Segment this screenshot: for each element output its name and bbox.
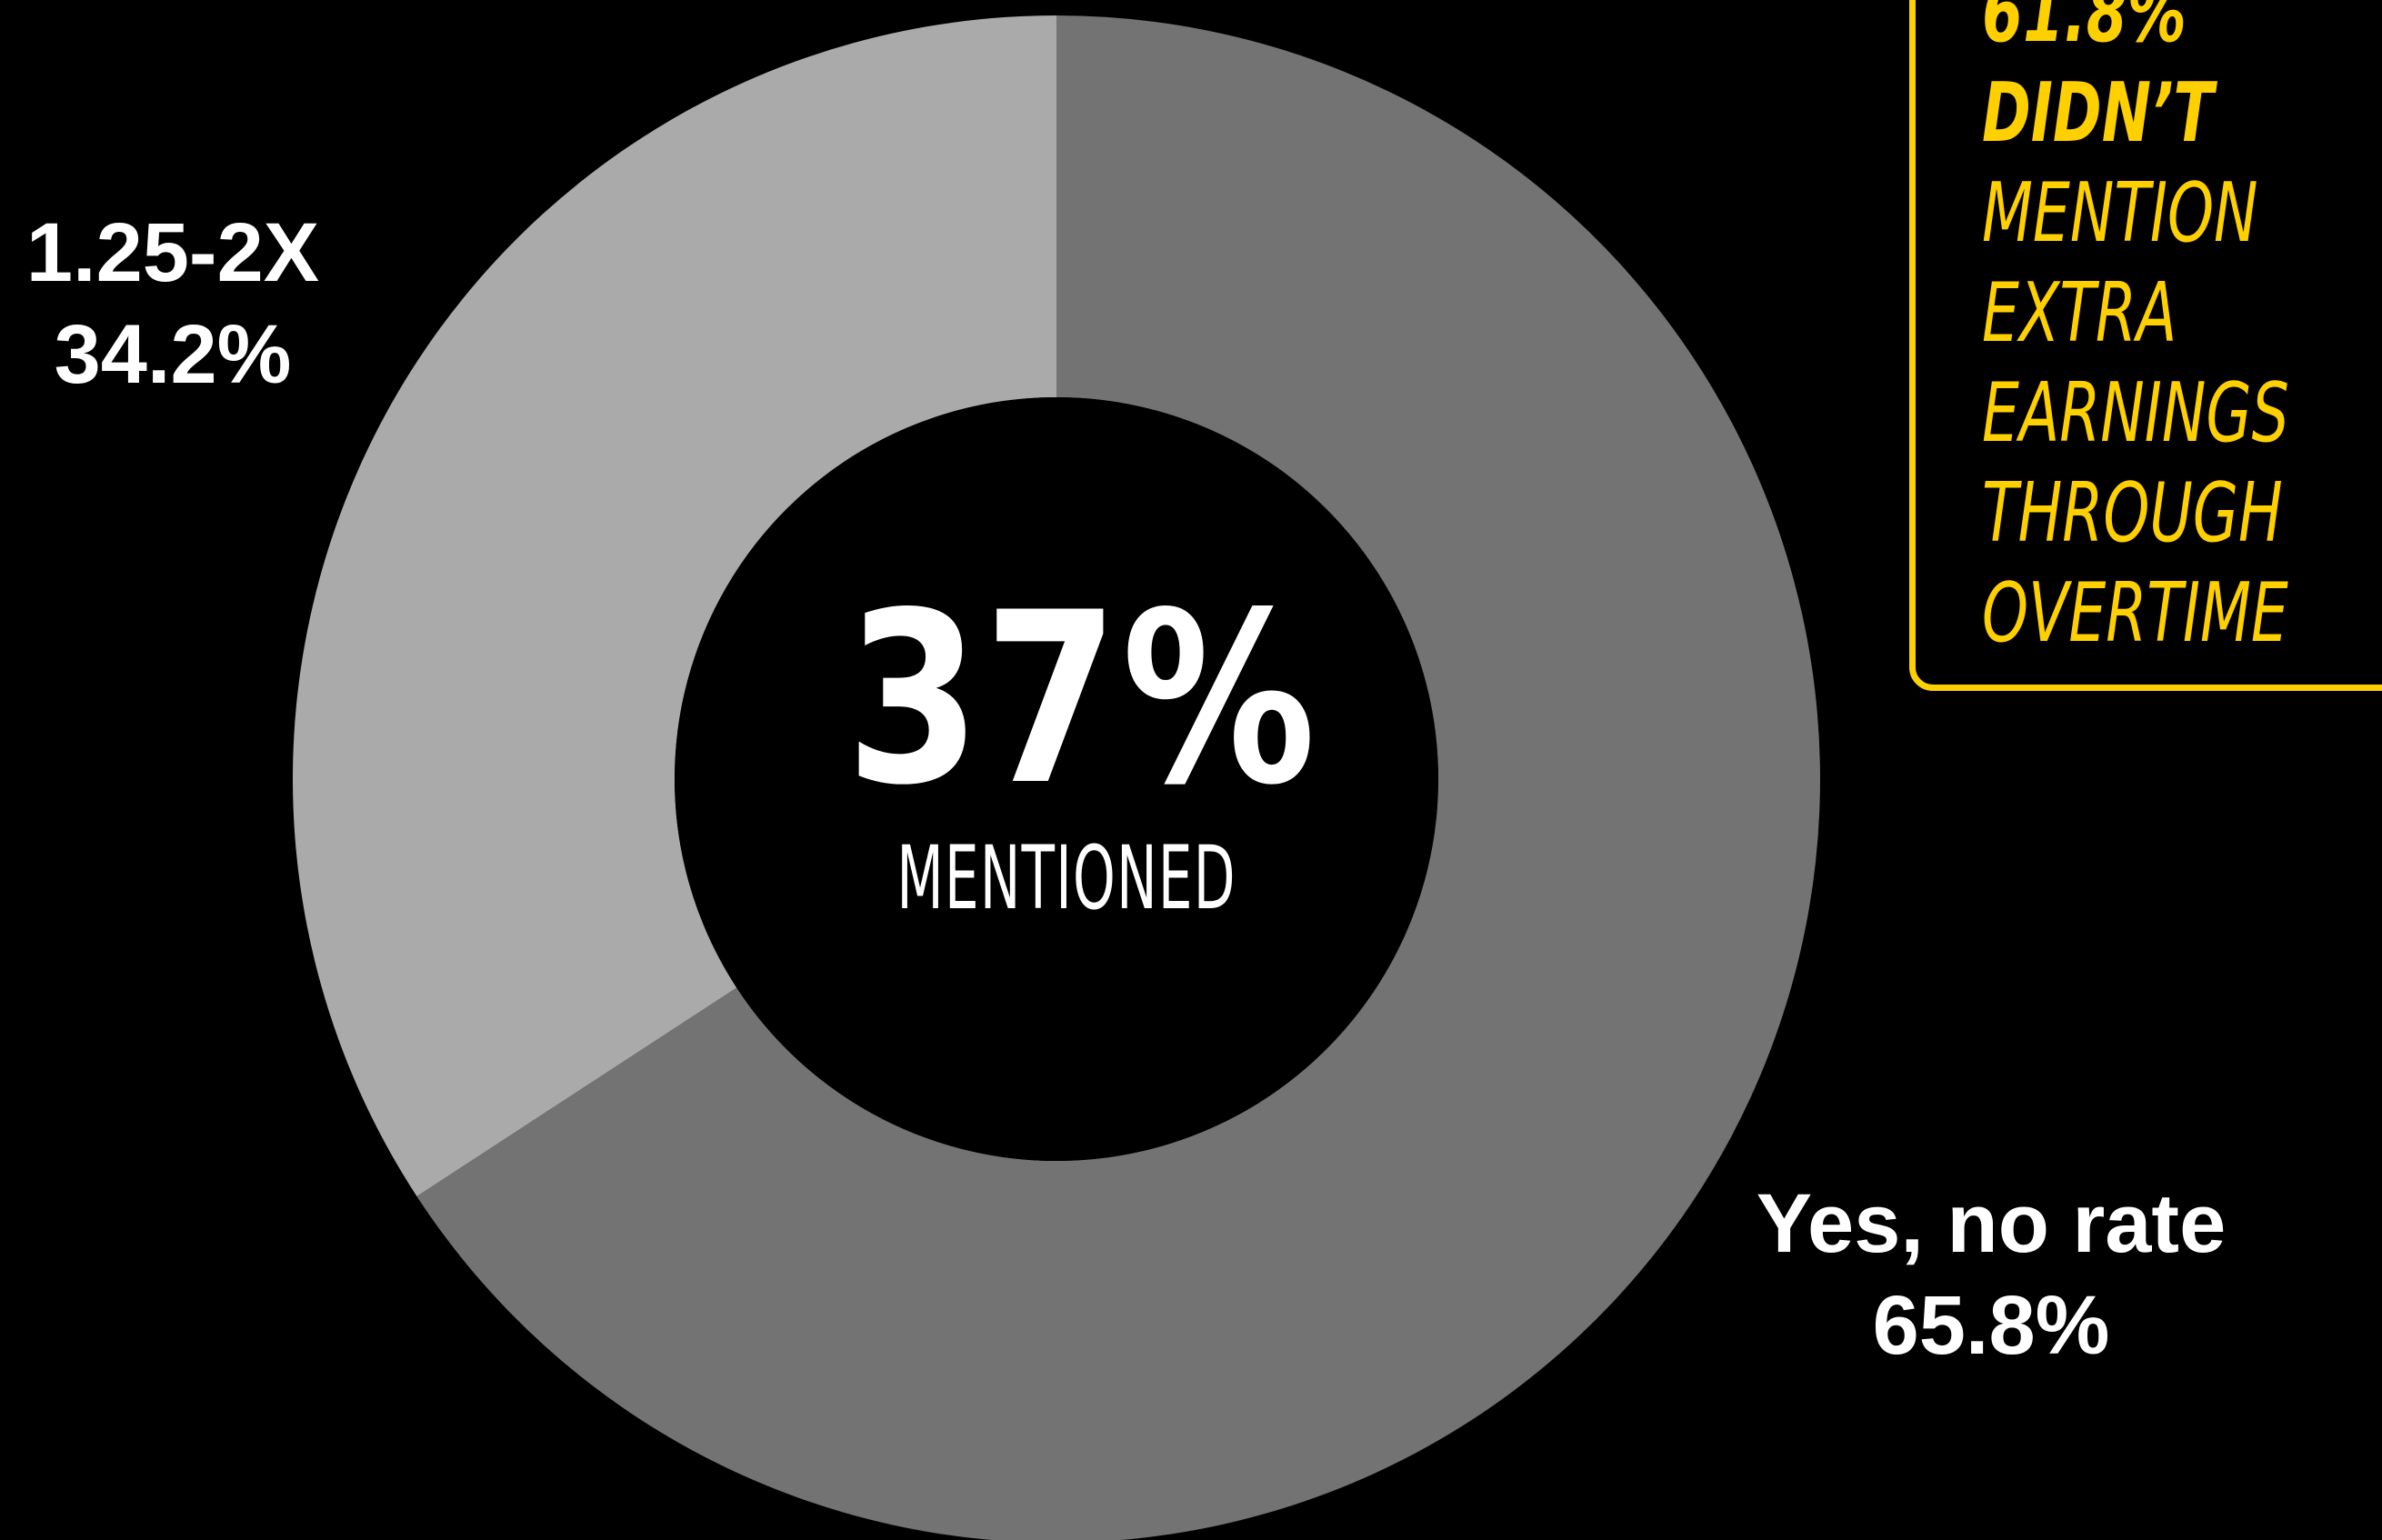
callout-line-percent: 61.8% (1982, 0, 2187, 61)
callout-line-through: THROUGH (1982, 465, 2283, 561)
callout-line-overtime: OVERTIME (1982, 565, 2288, 661)
slice-label-yes-no-rate-name: Yes, no rate (1756, 1177, 2227, 1270)
callout-line-didnt: DIDN’T (1982, 65, 2214, 161)
donut-slice-1-25-2x (293, 15, 1056, 1196)
donut-hole (675, 397, 1438, 1161)
callout-box (1909, 0, 2382, 691)
slice-label-125-2x-name: 1.25-2X (25, 206, 320, 299)
callout-line-extra: EXTRA (1982, 265, 2177, 361)
callout-line-mention: MENTION (1982, 165, 2258, 261)
center-value: 37% (846, 563, 1319, 837)
slice-label-125-2x: 1.25-2X 34.2% (0, 202, 345, 405)
callout-line-earnings: EARNINGS (1982, 365, 2289, 461)
donut-center: 37% MENTIONED (800, 563, 1319, 929)
center-caption: MENTIONED (896, 827, 1236, 929)
callout-text: 61.8% DIDN’T MENTION EXTRA EARNINGS THRO… (1982, 0, 2289, 664)
slice-label-yes-no-rate: Yes, no rate 65.8% (1718, 1173, 2264, 1376)
slice-label-125-2x-percent: 34.2% (54, 308, 292, 402)
slice-label-yes-no-rate-percent: 65.8% (1872, 1279, 2110, 1373)
donut-slice-yes-no-rate (416, 15, 1820, 1540)
